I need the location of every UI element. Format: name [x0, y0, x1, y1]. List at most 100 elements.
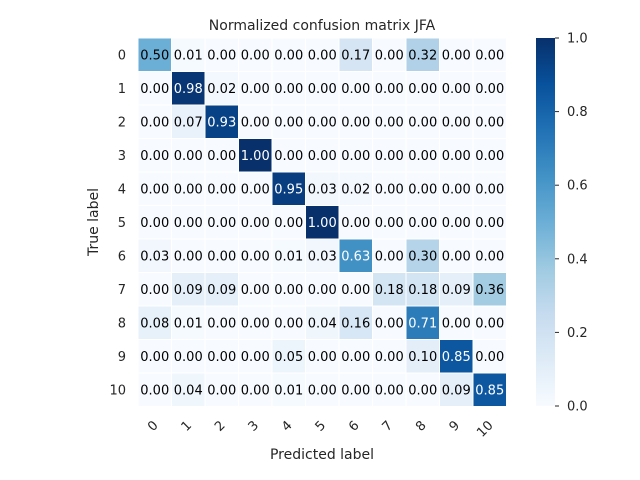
heatmap-cell-0-9 — [439, 37, 474, 72]
cell-value-label: 0.00 — [475, 115, 504, 130]
cell-value-label: 1.00 — [308, 216, 337, 231]
heatmap-cell-9-4 — [271, 339, 306, 374]
cell-value-label: 0.09 — [174, 283, 203, 298]
cell-value-label: 0.02 — [341, 182, 370, 197]
cell-value-label: 0.00 — [241, 383, 270, 398]
heatmap-cell-8-0 — [137, 305, 172, 340]
cell-value-label: 0.09 — [442, 283, 471, 298]
cell-value-label: 0.01 — [274, 249, 303, 264]
cell-value-label: 0.00 — [207, 149, 236, 164]
cell-value-label: 0.00 — [375, 48, 404, 63]
x-tick-label: 9 — [447, 418, 463, 434]
cell-value-label: 0.00 — [241, 48, 270, 63]
cell-value-label: 0.00 — [375, 149, 404, 164]
cell-value-label: 0.00 — [308, 82, 337, 97]
cell-value-label: 0.00 — [442, 182, 471, 197]
cell-value-label: 0.00 — [442, 149, 471, 164]
heatmap-cell-8-8 — [405, 305, 440, 340]
cell-value-label: 0.00 — [207, 316, 236, 331]
cell-value-label: 0.00 — [308, 115, 337, 130]
cell-value-label: 0.00 — [274, 216, 303, 231]
heatmap-cell-6-1 — [171, 238, 206, 273]
cell-value-label: 0.00 — [408, 149, 437, 164]
cell-value-label: 0.04 — [174, 383, 203, 398]
cell-value-label: 0.71 — [408, 316, 437, 331]
cell-value-label: 0.00 — [274, 283, 303, 298]
cell-value-label: 0.00 — [140, 383, 169, 398]
cell-value-label: 0.00 — [140, 283, 169, 298]
colorbar-tick-label: 0.0 — [567, 400, 588, 415]
heatmap-cell-0-0 — [137, 37, 172, 72]
cell-value-label: 0.18 — [375, 283, 404, 298]
cell-value-label: 0.00 — [341, 82, 370, 97]
cell-value-label: 0.08 — [140, 316, 169, 331]
cell-value-label: 0.00 — [174, 149, 203, 164]
x-tick-label: 1 — [179, 418, 195, 434]
cell-value-label: 0.07 — [174, 115, 203, 130]
cell-value-label: 0.00 — [341, 115, 370, 130]
x-tick-label: 6 — [346, 418, 362, 434]
cell-value-label: 0.00 — [140, 350, 169, 365]
x-tick-label: 5 — [313, 418, 329, 434]
heatmap-cell-4-9 — [439, 171, 474, 206]
cell-value-label: 0.00 — [375, 182, 404, 197]
y-tick-label: 10 — [109, 383, 126, 398]
cell-value-label: 0.00 — [408, 82, 437, 97]
cell-value-label: 0.00 — [475, 48, 504, 63]
cell-value-label: 0.01 — [174, 48, 203, 63]
colorbar-tick-label: 0.8 — [567, 105, 588, 120]
cell-value-label: 0.00 — [408, 216, 437, 231]
heatmap-cell-labels: 0.50 0.01 0.00 0.00 0.00 0.00 0.17 0.00 0.32 0.00… — [140, 48, 504, 398]
cell-value-label: 0.00 — [375, 350, 404, 365]
y-tick-label: 6 — [118, 249, 126, 264]
cell-value-label: 0.00 — [475, 350, 504, 365]
cell-value-label: 0.03 — [308, 249, 337, 264]
heatmap-cell-6-9 — [439, 238, 474, 273]
heatmap-cell-2-6 — [338, 104, 373, 139]
heatmap-cell-1-2 — [204, 71, 239, 106]
heatmap-cell-6-0 — [137, 238, 172, 273]
heatmap-cell-6-8 — [405, 238, 440, 273]
cell-value-label: 0.00 — [442, 48, 471, 63]
cell-value-label: 0.17 — [341, 48, 370, 63]
heatmap-cell-8-7 — [372, 305, 407, 340]
cell-value-label: 0.00 — [207, 350, 236, 365]
cell-value-label: 0.00 — [207, 383, 236, 398]
cell-value-label: 0.00 — [274, 115, 303, 130]
x-tick-label: 7 — [380, 418, 396, 434]
heatmap-cell-10-8 — [405, 372, 440, 407]
colorbar-tick-label: 0.6 — [567, 179, 588, 194]
heatmap-cell-3-2 — [204, 138, 239, 173]
cell-value-label: 0.00 — [408, 115, 437, 130]
heatmap-cell-8-10 — [472, 305, 507, 340]
heatmap-cell-10-4 — [271, 372, 306, 407]
y-tick-label: 1 — [118, 82, 126, 97]
x-tick-label: 4 — [279, 418, 295, 434]
cell-value-label: 1.00 — [241, 149, 270, 164]
cell-value-label: 0.00 — [308, 383, 337, 398]
cell-value-label: 0.03 — [140, 249, 169, 264]
cell-value-label: 0.00 — [408, 182, 437, 197]
cell-value-label: 0.00 — [274, 48, 303, 63]
heatmap-cell-2-8 — [405, 104, 440, 139]
heatmap-cell-4-8 — [405, 171, 440, 206]
x-tick-label: 0 — [145, 418, 161, 434]
x-tick-label: 10 — [474, 418, 496, 440]
heatmap-cell-10-7 — [372, 372, 407, 407]
cell-value-label: 0.00 — [274, 149, 303, 164]
heatmap-cell-8-6 — [338, 305, 373, 340]
cell-value-label: 0.32 — [408, 48, 437, 63]
heatmap-cell-10-9 — [439, 372, 474, 407]
cell-value-label: 0.63 — [341, 249, 370, 264]
heatmap-cell-5-8 — [405, 205, 440, 240]
cell-value-label: 0.00 — [241, 216, 270, 231]
cell-value-label: 0.00 — [140, 216, 169, 231]
heatmap-cell-7-9 — [439, 272, 474, 307]
cell-value-label: 0.00 — [341, 149, 370, 164]
heatmap-cell-7-1 — [171, 272, 206, 307]
heatmap-cells — [137, 37, 507, 407]
cell-value-label: 0.93 — [207, 115, 236, 130]
cell-value-label: 0.00 — [274, 82, 303, 97]
heatmap-cell-7-6 — [338, 272, 373, 307]
cell-value-label: 0.00 — [174, 216, 203, 231]
